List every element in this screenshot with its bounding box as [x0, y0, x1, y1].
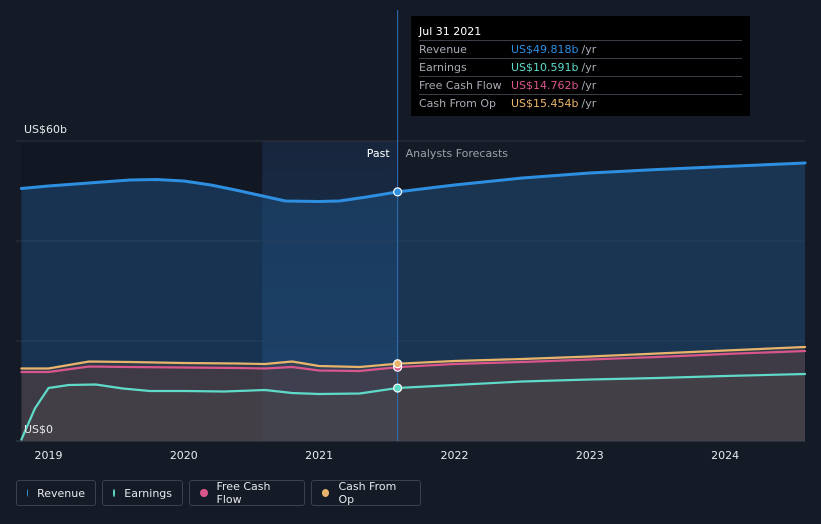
tooltip-label: Earnings — [419, 61, 467, 74]
x-tick-label: 2024 — [711, 449, 739, 462]
tooltip-unit: /yr — [581, 43, 597, 56]
chart-tooltip: Jul 31 2021 Revenue US$49.818b /yr Earni… — [411, 16, 750, 116]
tooltip-label: Cash From Op — [419, 97, 497, 110]
area-free-cash-flow — [21, 351, 805, 441]
y-axis-top-label: US$60b — [24, 123, 67, 136]
series-line-earnings — [20, 372, 807, 441]
tooltip-unit: /yr — [581, 97, 597, 110]
legend-label: Cash From Op — [338, 480, 397, 506]
area-revenue — [21, 163, 805, 441]
past-label: Past — [367, 147, 391, 160]
data-point-cash-from-op — [393, 359, 403, 369]
tooltip-value: US$10.591b — [511, 61, 579, 74]
area-cash-from-op — [21, 347, 805, 441]
x-tick-label: 2019 — [34, 449, 62, 462]
tooltip-value: US$15.454b — [511, 97, 579, 110]
tooltip-row-revenue: Revenue US$49.818b /yr — [419, 40, 742, 58]
x-tick-label: 2023 — [576, 449, 604, 462]
series-line-revenue — [19, 161, 807, 203]
area-earnings — [21, 374, 805, 441]
legend-dot-icon — [113, 489, 116, 497]
legend-dot-icon — [322, 489, 330, 497]
data-point-earnings — [393, 383, 403, 393]
tooltip-value: US$14.762b — [511, 79, 579, 92]
legend-item-cash-from-op[interactable]: Cash From Op — [311, 480, 421, 506]
x-tick-label: 2022 — [440, 449, 468, 462]
chart-legend: Revenue Earnings Free Cash Flow Cash Fro… — [16, 480, 421, 508]
tooltip-unit: /yr — [581, 61, 597, 74]
tooltip-value: US$49.818b — [511, 43, 579, 56]
legend-item-revenue[interactable]: Revenue — [16, 480, 96, 506]
legend-dot-icon — [200, 489, 208, 497]
tooltip-label: Revenue — [419, 43, 467, 56]
legend-label: Free Cash Flow — [216, 480, 271, 506]
tooltip-unit: /yr — [581, 79, 597, 92]
data-point-revenue — [393, 187, 403, 197]
y-axis-bottom-label: US$0 — [24, 423, 53, 436]
legend-label: Revenue — [37, 486, 85, 500]
forecast-label: Analysts Forecasts — [406, 147, 509, 160]
x-tick-label: 2021 — [305, 449, 333, 462]
x-tick-label: 2020 — [170, 449, 198, 462]
tooltip-row-free-cash-flow: Free Cash Flow US$14.762b /yr — [419, 76, 742, 94]
tooltip-label: Free Cash Flow — [419, 79, 502, 92]
legend-item-earnings[interactable]: Earnings — [102, 480, 183, 506]
tooltip-row-cash-from-op: Cash From Op US$15.454b /yr — [419, 94, 742, 112]
tooltip-date: Jul 31 2021 — [419, 25, 482, 38]
tooltip-row-earnings: Earnings US$10.591b /yr — [419, 58, 742, 76]
legend-label: Earnings — [124, 486, 172, 500]
series-line-free-cash-flow — [20, 349, 807, 374]
legend-item-free-cash-flow[interactable]: Free Cash Flow — [189, 480, 305, 506]
series-line-cash-from-op — [20, 345, 807, 370]
legend-dot-icon — [27, 489, 29, 497]
